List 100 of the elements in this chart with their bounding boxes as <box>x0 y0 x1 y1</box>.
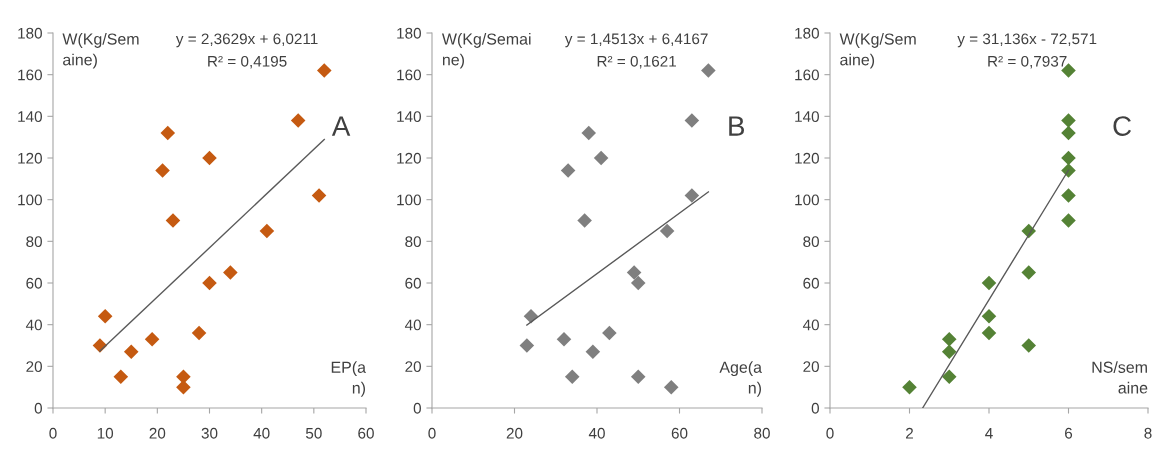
y-tick-label: 80 <box>405 236 421 248</box>
point <box>560 163 576 178</box>
y-tick-label: 120 <box>18 152 42 164</box>
y-axis-title: W(Kg/Sem aine) <box>839 33 916 69</box>
point <box>941 369 957 385</box>
y-tick-label: 180 <box>795 27 819 39</box>
x-tick-label: 40 <box>253 427 270 439</box>
point <box>160 125 176 141</box>
point <box>981 325 997 341</box>
y-tick-label: 80 <box>26 236 42 248</box>
x-tick-label: 60 <box>358 427 374 439</box>
x-tick-label: 50 <box>305 427 322 439</box>
point <box>981 275 997 291</box>
y-tick-label: 20 <box>26 361 42 373</box>
y-tick-label: 20 <box>803 361 819 373</box>
y-tick-label: 120 <box>795 152 819 164</box>
point <box>1061 125 1076 141</box>
point <box>1061 113 1076 128</box>
y-tick-label: 100 <box>795 194 819 206</box>
annotation: y = 2,3629x + 6,0211 <box>175 33 318 48</box>
point <box>556 331 572 347</box>
y-tick-label: 180 <box>397 27 421 39</box>
x-axis-title: Age(a n) <box>719 361 762 397</box>
point <box>519 338 535 353</box>
point <box>663 379 679 395</box>
y-tick-label: 0 <box>413 402 421 414</box>
point <box>981 309 997 324</box>
point <box>290 113 306 128</box>
point <box>223 265 238 280</box>
x-tick-label: 2 <box>906 427 913 439</box>
point <box>1061 188 1076 203</box>
point <box>581 125 597 141</box>
point <box>585 344 601 360</box>
point <box>113 369 129 385</box>
point <box>316 63 332 78</box>
x-tick-label: 80 <box>754 427 770 439</box>
point <box>311 188 327 203</box>
point <box>123 344 139 360</box>
y-axis-title: W(Kg/Sem aine) <box>62 33 139 69</box>
point <box>1021 338 1037 353</box>
annotation: y = 31,136x - 72,571 <box>957 33 1097 48</box>
y-tick-label: 60 <box>803 277 819 289</box>
point <box>593 150 609 166</box>
y-tick-label: 40 <box>404 319 421 331</box>
point <box>701 63 716 78</box>
y-axis-title: W(Kg/Semai ne) <box>441 33 531 69</box>
point <box>630 275 646 291</box>
y-tick-label: 20 <box>405 361 421 373</box>
x-tick-label: 60 <box>671 427 688 439</box>
point <box>165 213 181 228</box>
point <box>191 325 207 341</box>
point <box>626 265 642 280</box>
point <box>941 331 957 347</box>
y-tick-label: 120 <box>397 152 421 164</box>
point <box>1021 265 1037 280</box>
y-tick-label: 140 <box>18 111 42 123</box>
x-tick-label: 20 <box>149 427 166 439</box>
y-tick-label: 180 <box>18 27 42 39</box>
x-tick-label: 0 <box>49 427 57 439</box>
annotation: A <box>331 116 351 136</box>
x-tick-label: 4 <box>985 428 993 439</box>
point <box>577 213 592 228</box>
point <box>564 369 580 385</box>
x-tick-label: 30 <box>201 427 218 439</box>
annotation: C <box>1113 116 1132 136</box>
y-tick-label: 100 <box>397 194 421 206</box>
point <box>602 325 617 341</box>
annotation: B <box>729 116 745 136</box>
annotation: R² = 0,1621 <box>597 55 676 69</box>
point <box>659 223 675 239</box>
point <box>941 344 957 360</box>
x-tick-label: 0 <box>428 427 436 439</box>
x-tick-label: 40 <box>588 427 605 439</box>
point <box>630 369 646 385</box>
point <box>202 150 217 166</box>
point <box>684 188 700 203</box>
y-tick-label: 160 <box>795 69 819 81</box>
point <box>144 331 160 347</box>
x-tick-label: 0 <box>826 427 834 439</box>
annotation: R² = 0,4195 <box>208 55 287 69</box>
point <box>202 275 217 291</box>
y-tick-label: 140 <box>795 111 819 123</box>
point <box>1061 213 1076 228</box>
y-tick-label: 140 <box>397 111 421 123</box>
y-tick-label: 160 <box>397 69 421 81</box>
y-tick-label: 40 <box>25 319 42 331</box>
y-tick-label: 80 <box>803 236 819 248</box>
y-tick-label: 60 <box>26 277 42 289</box>
annotation: R² = 0,7937 <box>988 55 1067 69</box>
y-tick-label: 0 <box>34 402 42 414</box>
x-axis-title: NS/sem aine <box>1092 361 1148 394</box>
point <box>259 223 275 239</box>
y-tick-label: 160 <box>18 69 42 81</box>
point <box>1061 163 1076 178</box>
y-tick-label: 40 <box>802 319 819 331</box>
y-tick-label: 60 <box>405 277 421 289</box>
point <box>155 163 170 178</box>
x-tick-label: 20 <box>506 427 523 439</box>
point <box>1061 150 1076 166</box>
point <box>902 379 917 395</box>
